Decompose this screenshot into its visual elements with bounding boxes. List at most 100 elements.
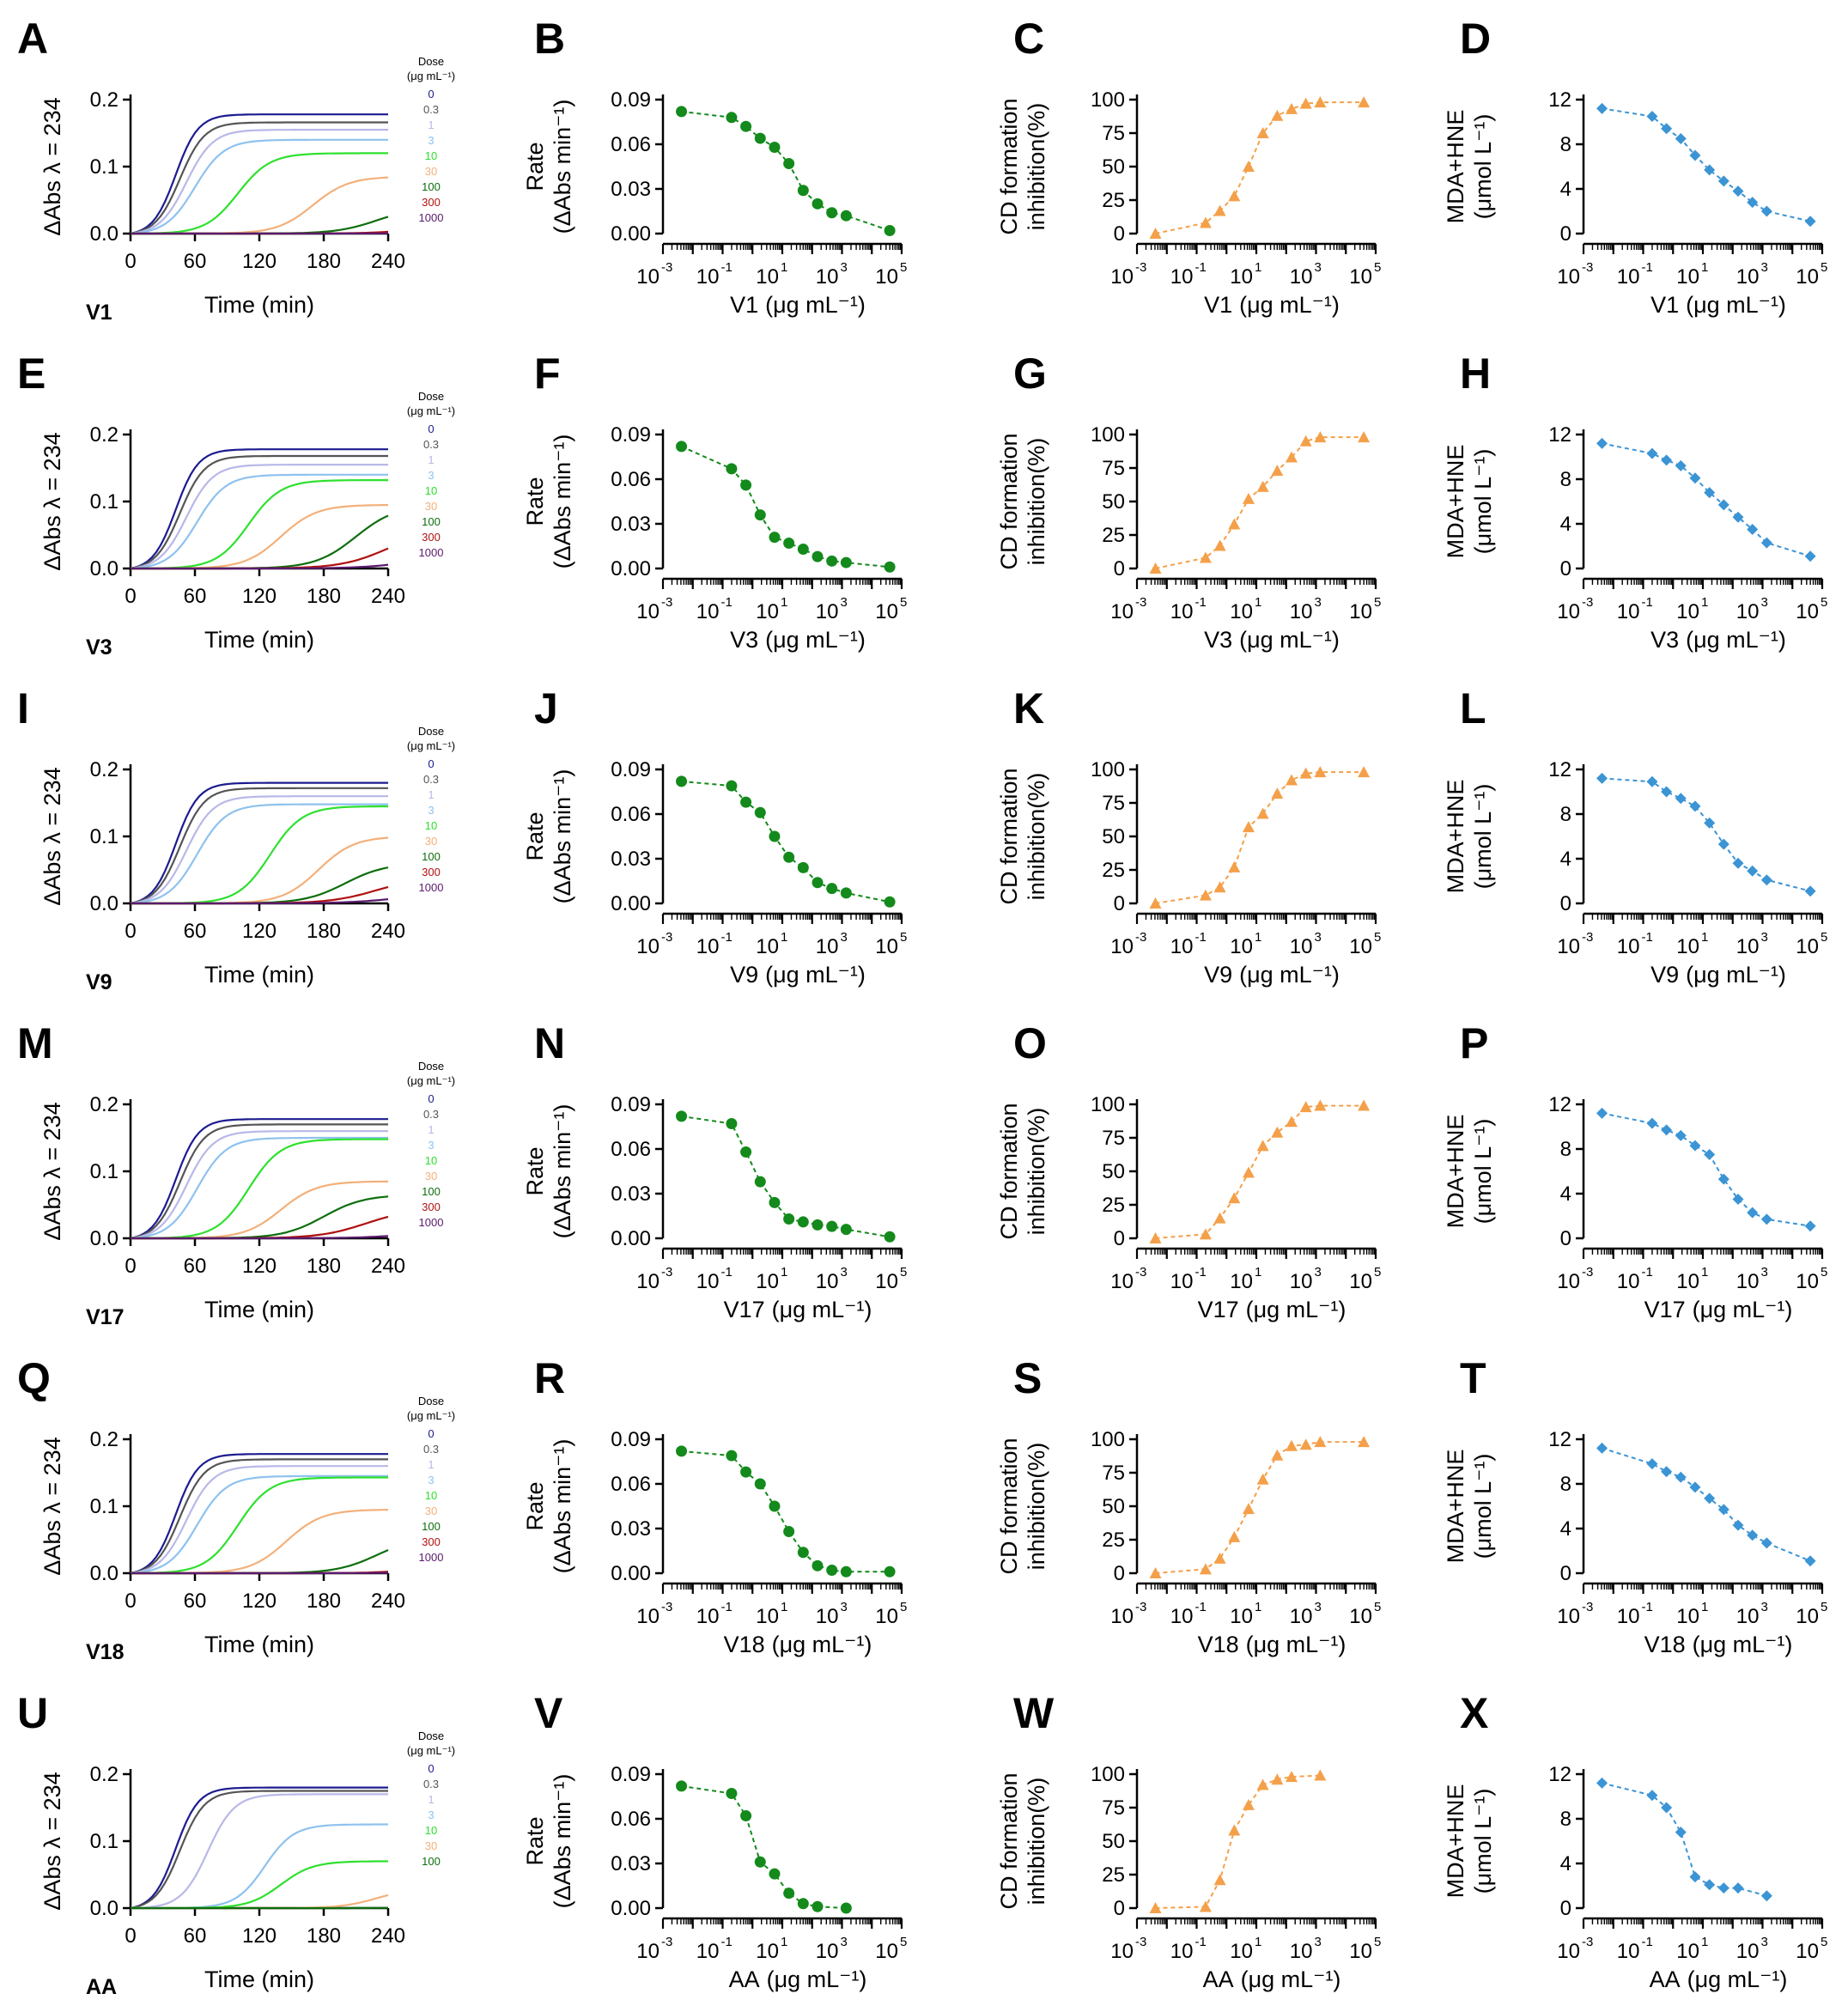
y-axis-label-line2: inhibition(%) [1024,1778,1049,1906]
kinetic-curve-dose-0.3 [130,1458,388,1575]
x-tick-label-exponent: 1 [1255,260,1261,275]
data-point [1747,865,1759,877]
x-tick-label-base: 10 [1349,600,1372,623]
x-tick-label-exponent: 1 [781,1935,787,1949]
panel-letter-M: M [17,1019,53,1067]
data-point [1213,881,1226,893]
kinetic-curve-dose-100 [131,514,389,570]
x-tick-label-base: 10 [696,1940,720,1963]
data-point [1358,766,1371,778]
fit-line [1602,1112,1811,1227]
data-point [726,1788,738,1800]
x-tick-label-exponent: -3 [661,1265,672,1280]
x-axis-label-unit: (μg mL⁻¹) [1686,627,1786,653]
data-point [1596,1107,1608,1119]
data-point [1213,1212,1226,1224]
x-tick-label-exponent: -1 [721,1600,733,1614]
y-tick-label: 0.06 [611,1138,651,1161]
data-point [1199,216,1212,228]
legend-entry-10: 10 [425,819,437,832]
y-axis-label-line2: (ΔAbs min⁻¹) [550,435,575,569]
x-tick-label-base: 10 [1676,1940,1699,1963]
y-tick-label: 4 [1560,848,1571,871]
x-axis-label: V1 (μg mL⁻¹) [1204,292,1340,318]
x-tick-label-exponent: 3 [1315,260,1322,275]
legend-entry-1: 1 [428,1793,434,1806]
x-tick-label-base: 10 [1557,1605,1580,1628]
data-point [1199,1563,1212,1575]
data-point [1596,1777,1608,1789]
x-tick-label-base: 10 [636,600,660,623]
x-tick-label-exponent: 3 [841,1600,848,1614]
data-point [797,543,809,555]
x-tick-label-base: 10 [1230,1605,1253,1628]
data-point [1804,550,1816,562]
fit-line [681,110,891,232]
data-point [1717,1173,1729,1185]
y-tick-label: 50 [1102,1495,1125,1518]
x-tick-label-exponent: -1 [1642,260,1653,275]
x-tick-label-exponent: -3 [661,1600,672,1614]
data-point [676,441,688,453]
x-tick-label: 240 [371,585,405,608]
data-point [1149,1902,1162,1913]
data-point [1732,1194,1744,1205]
data-point [884,561,896,573]
data-point [1732,511,1744,523]
y-tick-label: 0.06 [611,133,651,156]
legend-entry-10: 10 [425,149,437,162]
data-point [740,1810,752,1822]
y-tick-label: 75 [1102,1462,1125,1485]
legend-entry-0.3: 0.3 [423,103,439,116]
panel-letter-J: J [534,684,558,732]
x-axis-label: V17 (μg mL⁻¹) [724,1297,872,1322]
y-tick-label: 50 [1102,1160,1125,1183]
fit-line [681,780,891,903]
data-point [676,1780,688,1792]
x-tick-label-exponent: 5 [900,930,907,945]
y-tick-label: 12 [1548,758,1571,781]
kinetic-curve-dose-30 [131,1180,388,1240]
kinetic-curve-dose-1 [130,1465,388,1575]
x-tick-label-exponent: 5 [1821,595,1827,610]
x-axis-label-unit: (μg mL⁻¹) [1246,1297,1346,1322]
compound-label: V18 [86,1640,125,1664]
x-axis-label-unit: (μg mL⁻¹) [1241,1966,1341,1992]
y-tick-label: 75 [1102,457,1125,480]
kinetic-curve-dose-1 [130,1793,388,1910]
x-tick-label-exponent: 1 [781,1600,787,1614]
x-axis-label: Time (min) [204,962,314,988]
x-tick-label-base: 10 [1617,935,1640,958]
y-axis-label-line1: CD formation [996,1438,1022,1574]
data-point [676,1110,688,1122]
x-tick-label-base: 10 [816,265,839,289]
x-tick-label-exponent: -3 [661,260,672,275]
x-axis-label-unit: (μg mL⁻¹) [772,1297,872,1322]
legend-entry-3: 3 [428,1139,434,1152]
legend-entry-30: 30 [425,1170,437,1182]
x-axis-label-unit: (μg mL⁻¹) [765,292,866,318]
kinetic-curve-dose-10 [131,1138,388,1240]
data-point [797,1216,809,1228]
x-tick-label-exponent: 1 [1701,1600,1708,1614]
data-point [1596,1442,1608,1454]
y-axis-label-line1: CD formation [996,1772,1022,1909]
x-tick-label-base: 10 [875,935,898,958]
y-axis-label-line2: (ΔAbs min⁻¹) [550,100,575,234]
x-tick-label-exponent: 3 [841,930,848,945]
data-point [783,1525,795,1537]
compound-label: V1 [86,301,112,325]
data-point [1689,800,1701,812]
y-axis-label: ΔAbs λ = 234 [40,1102,65,1240]
y-tick-label: 0.2 [90,88,119,112]
data-point [1760,1213,1772,1225]
data-point [1661,1466,1673,1478]
panel-letter-F: F [534,350,561,398]
x-tick-label-base: 10 [1170,600,1194,623]
data-point [1732,1882,1744,1894]
x-tick-label-base: 10 [1349,1270,1372,1293]
